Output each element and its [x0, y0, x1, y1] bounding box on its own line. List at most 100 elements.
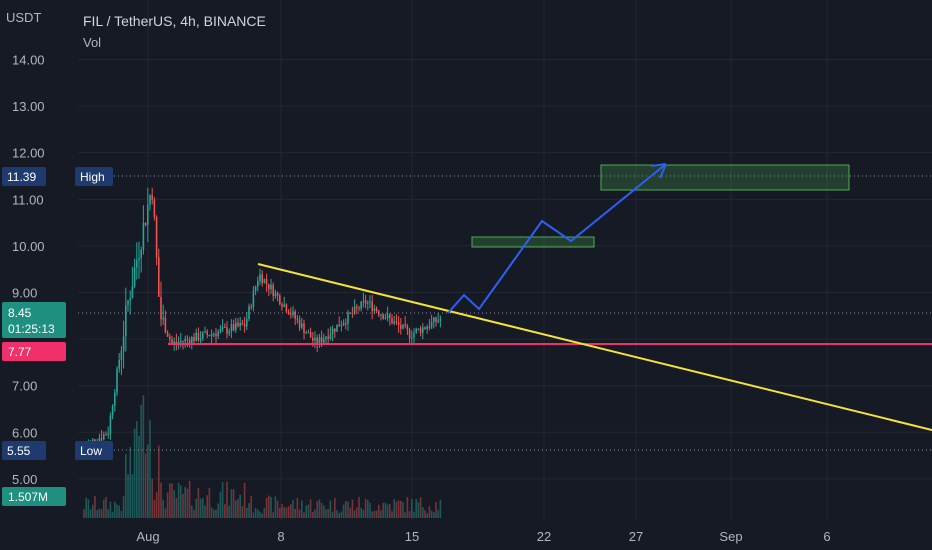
- volume-bar: [199, 498, 202, 518]
- candle-body: [241, 323, 244, 325]
- volume-bar: [89, 509, 92, 518]
- descending-trendline[interactable]: [257, 263, 932, 431]
- candle-body: [221, 326, 224, 330]
- candle-body: [323, 338, 325, 343]
- candle-body: [382, 314, 384, 319]
- chart-title: FIL / TetherUS, 4h, BINANCE: [83, 13, 266, 29]
- candle-body: [107, 433, 109, 435]
- volume-bar: [193, 509, 195, 518]
- price-tick-label: 10.00: [12, 239, 45, 254]
- volume-bar: [98, 508, 101, 518]
- candle-body: [364, 300, 367, 304]
- volume-bar: [380, 510, 382, 518]
- volume-bar: [147, 444, 149, 518]
- volume-bar: [314, 509, 316, 518]
- volume-bar: [364, 498, 367, 518]
- volume-bar: [153, 499, 156, 518]
- candle-body: [237, 322, 239, 327]
- price-tick-label: 12.00: [12, 146, 45, 161]
- candle-body: [307, 332, 310, 334]
- volume-bar: [274, 496, 277, 518]
- candle-body: [345, 323, 347, 325]
- volume-bar: [433, 512, 435, 518]
- candle-body: [197, 332, 200, 341]
- candle-body: [239, 323, 241, 327]
- candle-body: [169, 336, 171, 340]
- volume-bar: [309, 499, 312, 518]
- time-tick-label: 8: [277, 529, 284, 544]
- high-label: 11.39 High: [2, 167, 113, 186]
- candle-body: [248, 306, 250, 320]
- candle-body: [144, 222, 147, 225]
- volume-bar: [175, 498, 178, 518]
- support-tag: 7.77: [2, 342, 66, 361]
- candle-body: [158, 257, 160, 297]
- candle-body: [226, 327, 228, 334]
- candle-body: [118, 359, 120, 369]
- volume-bar: [290, 504, 292, 518]
- candle-body: [160, 296, 162, 320]
- volume-bar: [208, 488, 211, 518]
- volume-bar: [129, 446, 131, 518]
- time-axis-ticks: Aug 8 15 22 27 Sep 6: [136, 529, 830, 544]
- volume-indicator-label[interactable]: Vol: [83, 35, 101, 50]
- volume-bar: [276, 500, 279, 518]
- volume-bar: [184, 487, 186, 518]
- candle-body: [103, 434, 105, 440]
- volume-bar: [353, 510, 356, 518]
- volume-bar: [257, 509, 259, 518]
- volume-bar: [386, 504, 389, 518]
- volume-bar: [125, 453, 127, 518]
- candle-body: [235, 322, 237, 331]
- candle-body: [257, 280, 259, 287]
- price-tick-label: 11.00: [12, 192, 44, 207]
- candle-body: [105, 434, 107, 436]
- projection-path[interactable]: [447, 163, 667, 314]
- volume-bar: [136, 421, 138, 518]
- candle-body: [395, 321, 398, 323]
- candle-body: [329, 334, 332, 339]
- volume-bar: [180, 485, 182, 518]
- candle-body: [129, 298, 131, 301]
- volume-bar: [382, 502, 384, 518]
- volume-bar: [235, 500, 237, 518]
- volume-bar: [338, 513, 340, 518]
- volume-bar: [166, 492, 169, 518]
- volume-bar: [248, 503, 250, 518]
- volume-bar: [384, 502, 387, 518]
- volume-bar: [375, 510, 378, 518]
- candle-body: [98, 438, 101, 443]
- volume-bar: [404, 512, 406, 518]
- target-zone-2[interactable]: [600, 164, 850, 191]
- candle-body: [408, 329, 411, 339]
- candle-body: [325, 336, 327, 339]
- candle-body: [292, 311, 294, 315]
- volume-bar: [270, 497, 272, 518]
- volume-bar: [422, 507, 424, 518]
- volume-bar: [360, 507, 362, 518]
- volume-bar: [122, 496, 125, 518]
- candle-body: [182, 341, 184, 343]
- volume-bar: [347, 501, 349, 518]
- target-zone-1[interactable]: [471, 236, 595, 248]
- candle-body: [417, 328, 420, 330]
- candle-body: [270, 285, 272, 290]
- time-tick-label: 27: [629, 529, 643, 544]
- volume-bar: [151, 478, 153, 518]
- volume-bar: [144, 453, 147, 518]
- candle-body: [404, 324, 406, 326]
- candle-body: [397, 322, 400, 326]
- candle-body: [166, 332, 169, 337]
- time-tick-label: Aug: [136, 529, 159, 544]
- time-tick-label: Sep: [719, 529, 742, 544]
- volume-bar: [415, 498, 417, 518]
- candle-body: [171, 339, 173, 344]
- volume-bar: [424, 510, 426, 518]
- volume-bar: [92, 504, 94, 518]
- candle-body: [261, 274, 263, 283]
- candle-body: [276, 292, 279, 296]
- candle-body: [402, 324, 404, 329]
- volume-bar: [378, 504, 380, 518]
- volume-bar: [340, 511, 343, 518]
